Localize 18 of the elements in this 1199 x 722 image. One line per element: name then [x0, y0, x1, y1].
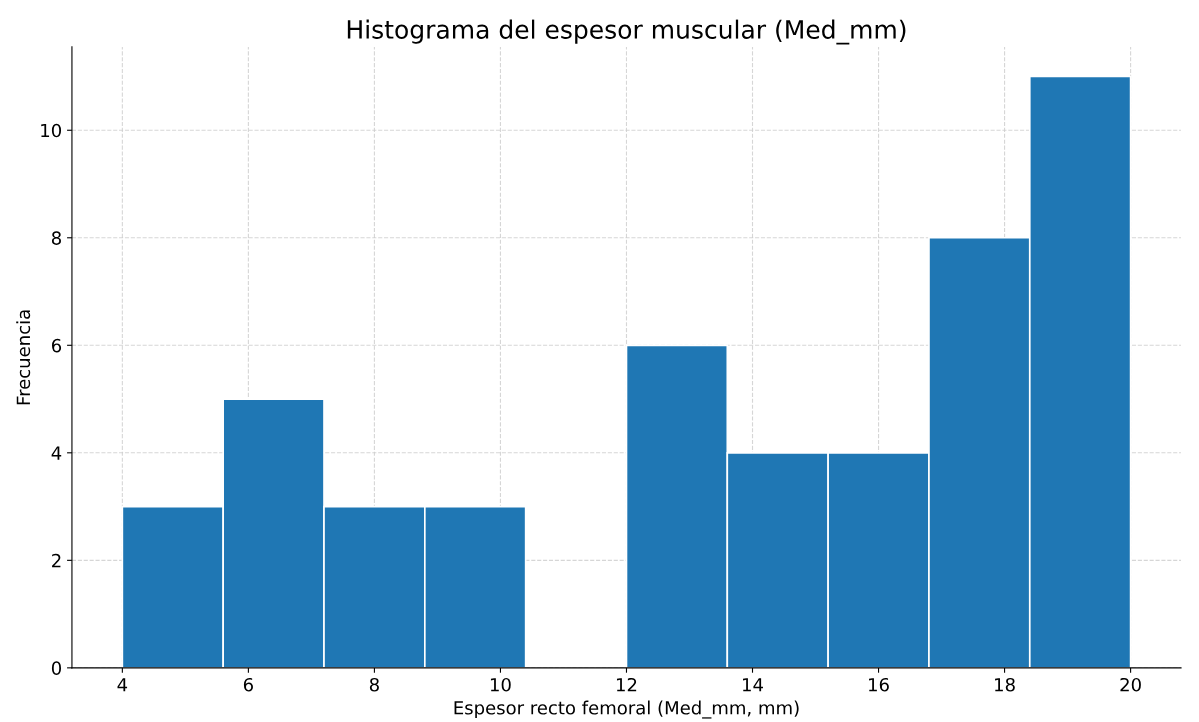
chart-title: Histograma del espesor muscular (Med_mm)	[347, 19, 906, 45]
y-tick-label: 2	[52, 553, 61, 568]
x-tick-label: 16	[869, 677, 889, 692]
y-tick-label: 0	[51, 661, 62, 675]
x-tick-label: 10	[490, 677, 511, 692]
y-tick-label: 4	[51, 446, 62, 460]
x-tick-label: 12	[616, 677, 637, 692]
y-axis-title: Frecuencia	[16, 310, 31, 405]
y-tick-label: 10	[41, 123, 62, 138]
x-tick-label: 4	[117, 678, 128, 692]
x-tick-label: 6	[243, 677, 253, 692]
x-tick-label: 20	[1120, 677, 1141, 692]
x-tick-label: 8	[369, 677, 379, 692]
x-tick-label: 18	[995, 677, 1015, 692]
y-tick-label: 6	[51, 338, 62, 353]
x-axis-title: Espesor recto femoral (Med_mm, mm)	[454, 700, 799, 719]
x-tick-label: 14	[743, 678, 763, 692]
y-tick-label: 8	[51, 231, 61, 245]
